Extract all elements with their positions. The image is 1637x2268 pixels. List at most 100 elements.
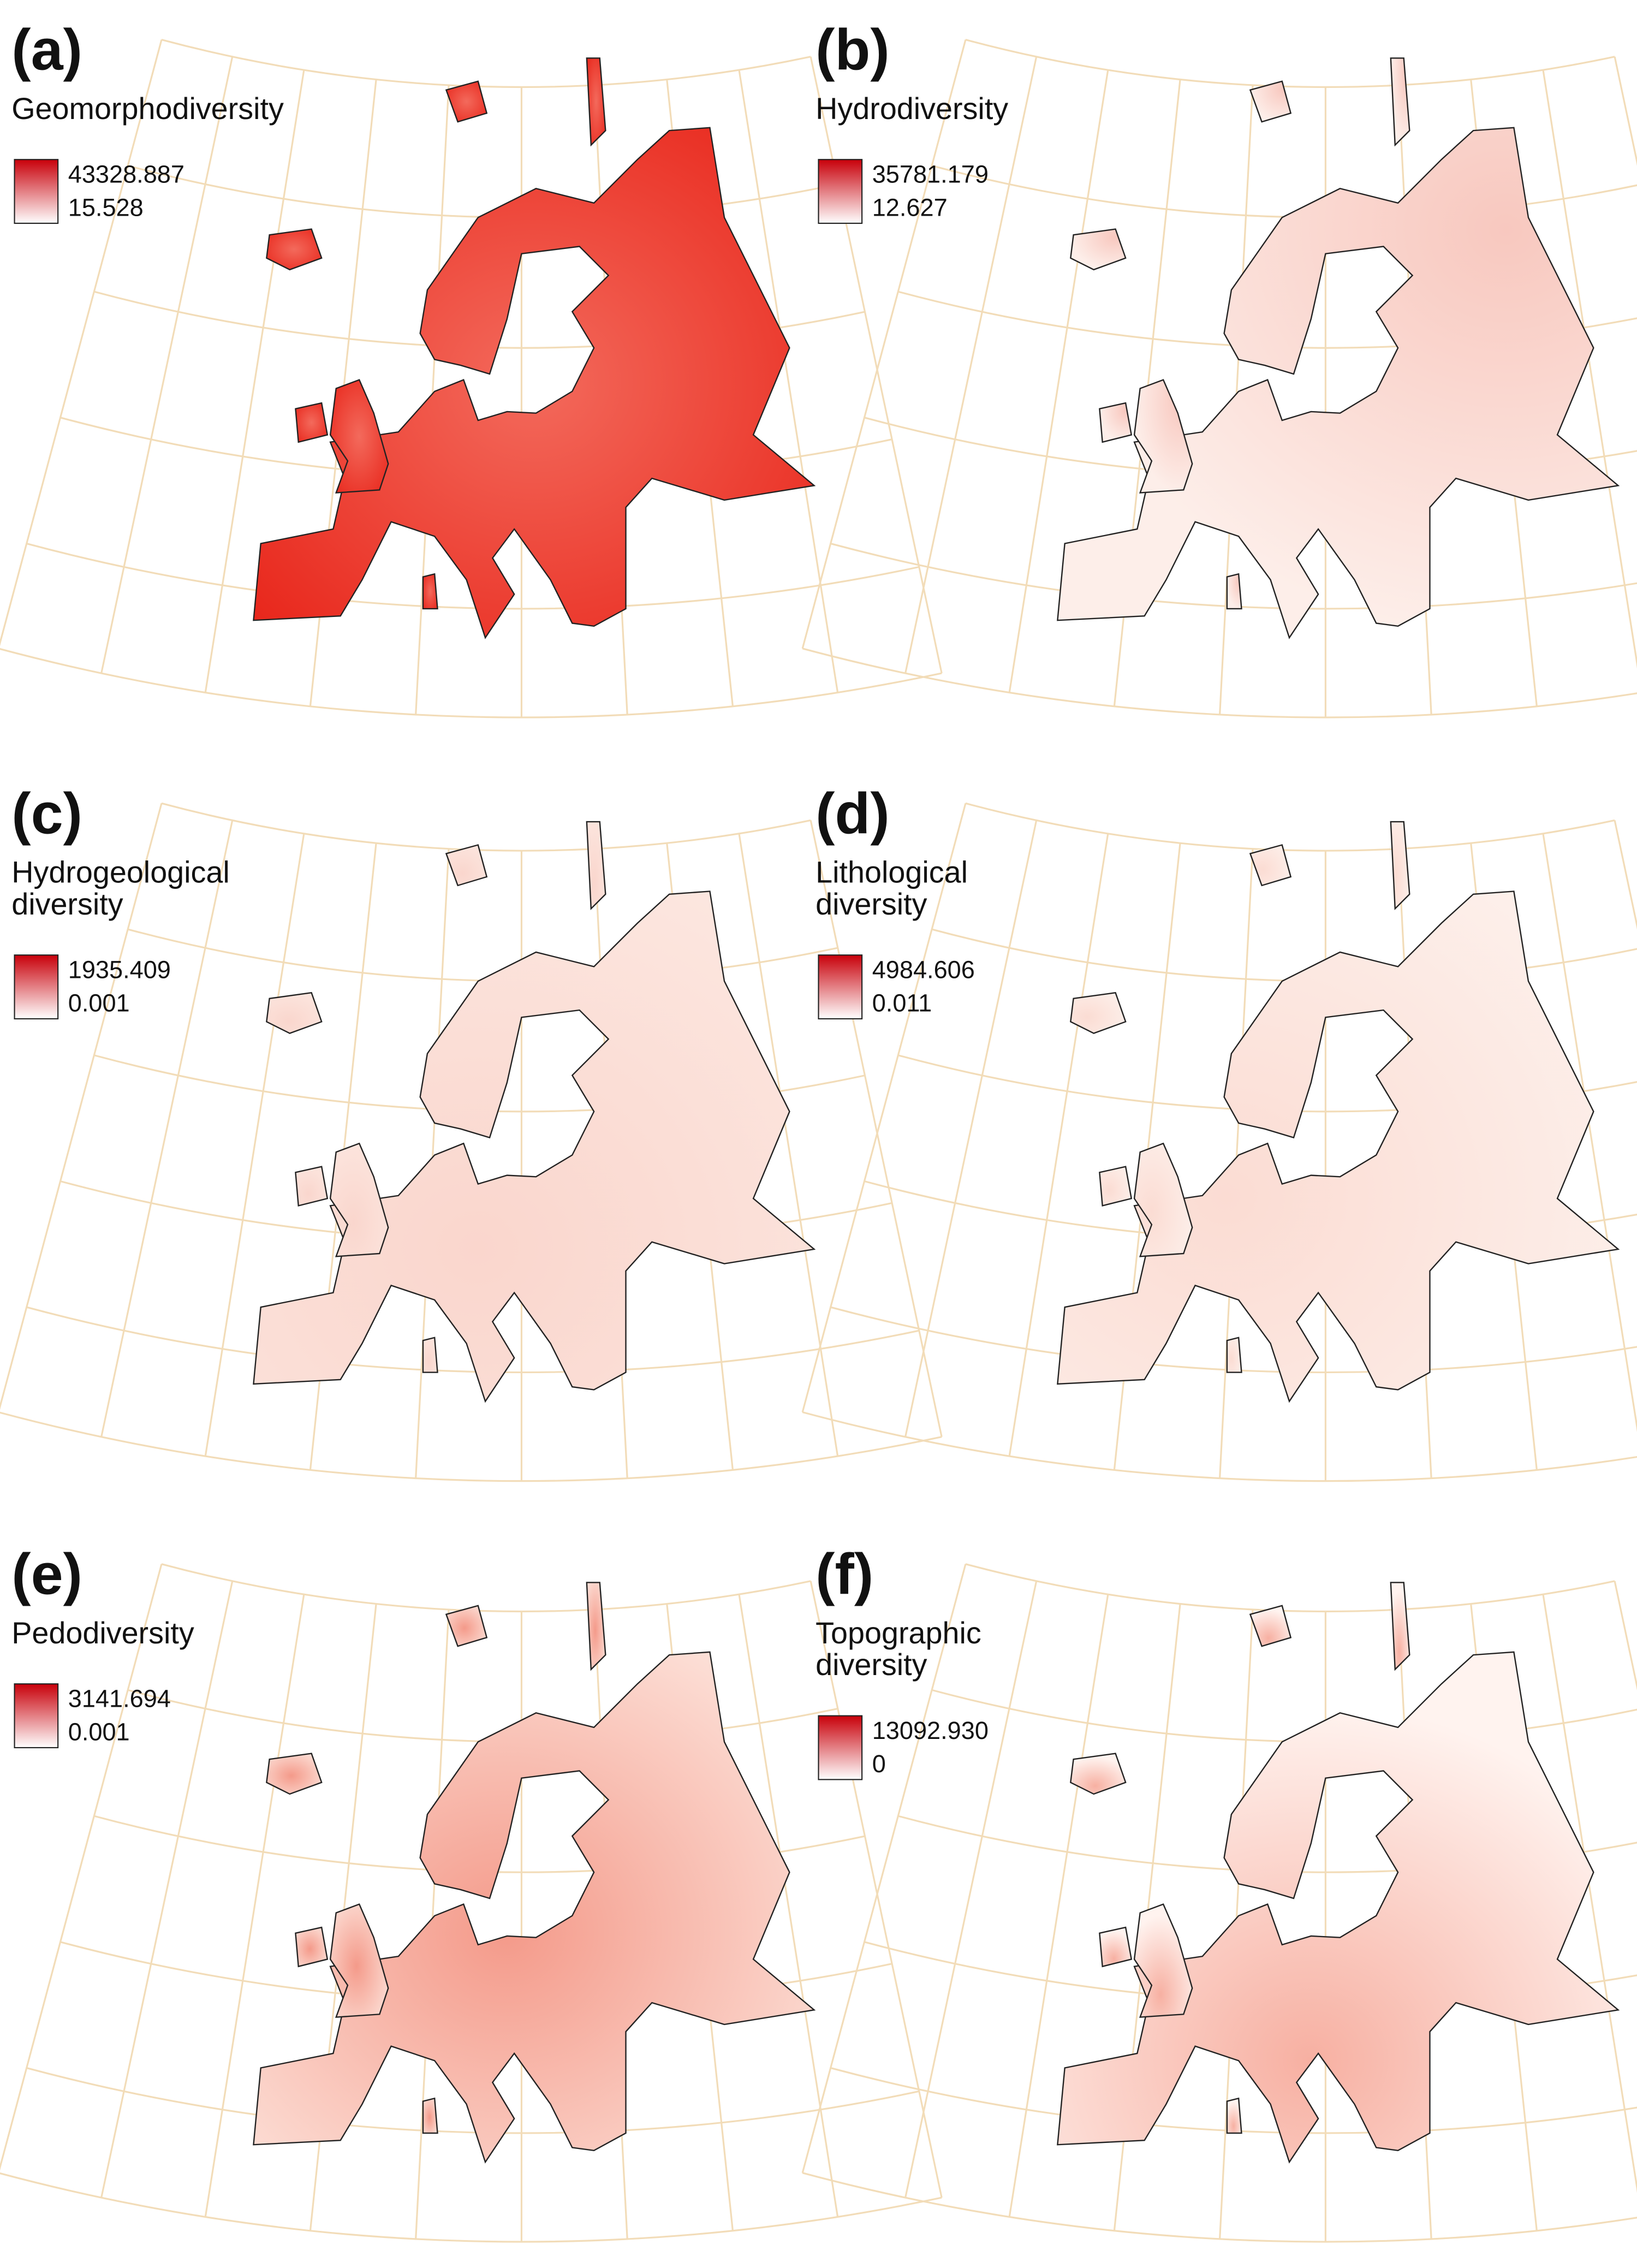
legend-min: 15.528 — [68, 194, 144, 222]
legend-min: 0.011 — [872, 989, 932, 1017]
graticule-parallel — [931, 1689, 1637, 1743]
island — [1249, 80, 1292, 123]
panel-label: (d) — [815, 781, 890, 846]
panel-title: diversity — [11, 887, 123, 921]
graticule-meridian — [100, 820, 234, 1438]
island — [266, 1753, 323, 1795]
graticule-meridian — [801, 39, 967, 649]
graticule-parallel — [802, 648, 1637, 719]
island — [1099, 1166, 1133, 1207]
island — [1390, 57, 1410, 147]
panel-title: diversity — [815, 887, 927, 921]
legend-max: 1935.409 — [68, 956, 171, 984]
island — [295, 402, 329, 443]
legend-ramp — [14, 159, 59, 224]
panel-title: Geomorphodiversity — [11, 92, 284, 126]
graticule-meridian — [1008, 1594, 1109, 2217]
legend-max: 13092.930 — [872, 1717, 989, 1744]
legend-max: 35781.179 — [872, 161, 989, 188]
panel-title: Topographic — [815, 1616, 981, 1650]
graticule-meridian — [1614, 820, 1637, 930]
island — [295, 1926, 329, 1968]
graticule-meridian — [738, 833, 839, 1457]
land — [1057, 127, 1620, 639]
graticule-parallel — [830, 543, 1637, 610]
graticule-parallel — [830, 1306, 1637, 1374]
legend-min: 12.627 — [872, 194, 948, 222]
graticule-parallel — [127, 1689, 838, 1743]
legend-min: 0.001 — [68, 989, 130, 1017]
land — [1057, 1651, 1620, 2164]
legend-max: 3141.694 — [68, 1685, 171, 1713]
island — [422, 2097, 438, 2134]
island — [329, 1142, 389, 1257]
legend-max: 43328.887 — [68, 161, 184, 188]
graticule-meridian — [801, 803, 967, 1412]
graticule-meridian — [0, 39, 163, 646]
graticule-meridian — [1008, 69, 1109, 693]
graticule-meridian — [1542, 69, 1637, 669]
graticule-meridian — [904, 820, 1038, 1438]
graticule-parallel — [830, 2067, 1637, 2134]
map-panel: (b) Hydrodiversity 35781.179 12.627 — [801, 18, 1637, 719]
island — [1226, 573, 1242, 610]
island — [586, 57, 606, 147]
legend-ramp — [14, 1683, 59, 1749]
panel-label: (b) — [815, 18, 890, 82]
panel-label: (a) — [11, 18, 82, 82]
graticule-meridian — [904, 56, 1038, 674]
land — [253, 1651, 816, 2164]
map-panel: (a) Geomorphodiversity 43328.887 15.528 — [0, 18, 943, 719]
land — [253, 890, 816, 1403]
island — [586, 821, 606, 911]
graticule-meridian — [738, 69, 839, 693]
graticule-meridian — [204, 833, 305, 1457]
graticule-parallel — [965, 39, 1615, 88]
map-panel: (e) Pedodiversity 3141.694 0.001 — [0, 1542, 943, 2243]
island — [1070, 228, 1127, 271]
island — [266, 991, 323, 1034]
graticule-meridian — [809, 1581, 943, 2198]
graticule-meridian — [738, 1594, 839, 2217]
graticule-parallel — [26, 2067, 920, 2134]
panel-label: (f) — [815, 1542, 873, 1607]
island — [445, 80, 488, 123]
graticule-meridian — [1008, 833, 1109, 1457]
island — [1133, 1142, 1193, 1257]
graticule-meridian — [1614, 56, 1637, 166]
island — [1070, 991, 1127, 1034]
panel-title: Hydrodiversity — [815, 92, 1008, 126]
graticule-meridian — [204, 69, 305, 693]
graticule-meridian — [1542, 833, 1637, 1433]
island — [266, 228, 323, 271]
island — [329, 379, 389, 494]
island — [1070, 1753, 1127, 1795]
graticule-parallel — [965, 1563, 1615, 1613]
land — [1057, 890, 1620, 1403]
island — [586, 1582, 606, 1671]
graticule-meridian — [809, 56, 943, 674]
graticule-parallel — [965, 802, 1615, 852]
graticule-parallel — [0, 648, 942, 719]
legend-ramp — [14, 954, 59, 1020]
island — [1390, 1582, 1410, 1671]
graticule-parallel — [127, 164, 838, 218]
graticule-meridian — [0, 1564, 163, 2171]
graticule-parallel — [802, 2172, 1637, 2243]
island — [445, 1605, 488, 1647]
graticule-parallel — [161, 1563, 811, 1613]
graticule-parallel — [931, 928, 1637, 982]
graticule-meridian — [100, 1581, 234, 2198]
graticule-parallel — [931, 164, 1637, 218]
island — [1133, 379, 1193, 494]
island — [1249, 1605, 1292, 1647]
island — [1390, 821, 1410, 911]
island — [1249, 844, 1292, 887]
legend-min: 0 — [872, 1750, 886, 1778]
land — [253, 127, 816, 639]
graticule-parallel — [26, 1306, 920, 1374]
